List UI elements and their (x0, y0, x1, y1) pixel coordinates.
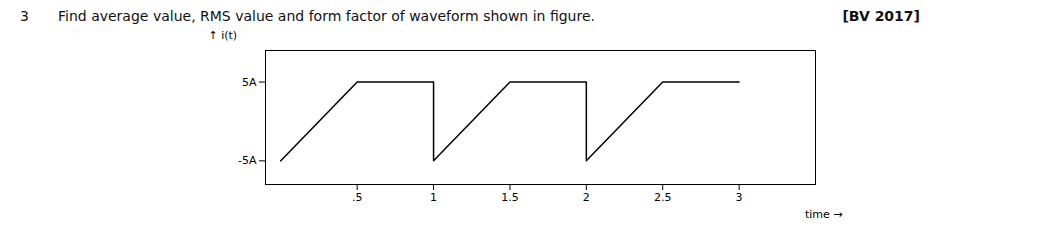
svg-text:1.5: 1.5 (501, 191, 519, 204)
svg-text:3: 3 (736, 191, 743, 204)
svg-text:2.5: 2.5 (654, 191, 672, 204)
html-text:3: 3 (20, 8, 29, 24)
html-text:[BV 2017]: [BV 2017] (842, 8, 920, 24)
svg-text:time →: time → (805, 208, 843, 221)
svg-text:↑ i(t): ↑ i(t) (209, 29, 238, 42)
html-text:Find average value, RMS value: Find average value, RMS value and form f… (58, 8, 595, 24)
svg-text:2: 2 (583, 191, 590, 204)
svg-text:5A: 5A (242, 76, 257, 89)
svg-text:-5A: -5A (238, 154, 257, 167)
svg-text:1: 1 (430, 191, 437, 204)
svg-text:.5: .5 (352, 191, 363, 204)
